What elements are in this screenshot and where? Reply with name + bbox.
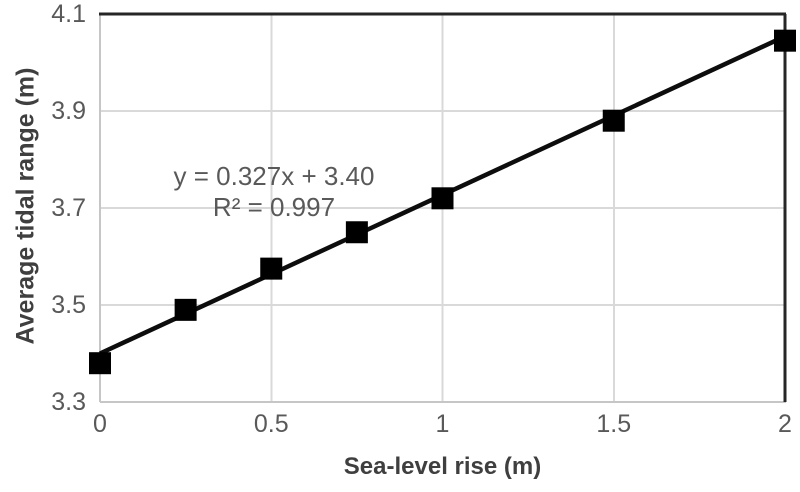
data-point-marker — [774, 29, 796, 52]
x-tick-label: 0.5 — [253, 410, 289, 438]
data-point-marker — [602, 109, 625, 132]
x-tick-label: 0 — [93, 410, 107, 438]
y-tick-label: 3.7 — [51, 194, 86, 222]
y-tick-label: 4.1 — [51, 0, 86, 28]
x-tick-label: 1.5 — [596, 410, 632, 438]
equation-label: y = 0.327x + 3.40 — [173, 161, 375, 191]
x-tick-label: 1 — [435, 410, 450, 438]
data-point-marker — [260, 257, 283, 280]
y-tick-label: 3.3 — [51, 388, 86, 416]
x-tick-label: 2 — [778, 410, 792, 438]
data-point-marker — [174, 298, 197, 321]
r-squared-label: R² = 0.997 — [212, 192, 336, 222]
data-point-marker — [345, 221, 368, 244]
trendline-annotation: y = 0.327x + 3.40 R² = 0.997 — [122, 161, 426, 223]
data-point-marker — [431, 187, 454, 210]
data-point-marker — [89, 352, 111, 375]
x-axis-title: Sea-level rise (m) — [343, 453, 542, 480]
y-tick-label: 3.5 — [51, 291, 86, 319]
y-tick-label: 3.9 — [51, 97, 86, 125]
